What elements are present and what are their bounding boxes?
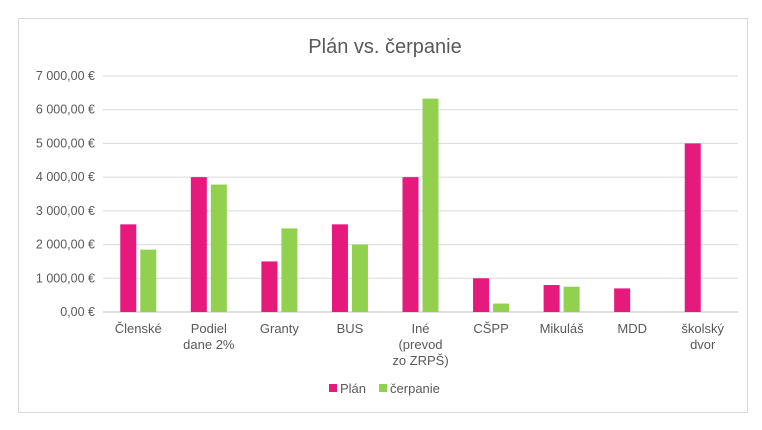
y-tick-label: 2 000,00 € (36, 238, 95, 252)
x-tick-label: Mikuláš (540, 321, 585, 336)
bar-cerpanie (281, 228, 298, 312)
x-tick-label: školský dvor (681, 321, 724, 352)
bar-cerpanie (493, 303, 510, 312)
y-tick-label: 5 000,00 € (36, 136, 95, 150)
x-tick-label: CŠPP (473, 321, 508, 336)
legend-swatch (329, 384, 337, 392)
bar-plan (614, 288, 631, 312)
x-tick-label: Podiel dane 2% (183, 321, 235, 352)
bar-plan (261, 261, 278, 312)
bar-cerpanie (210, 184, 227, 312)
legend: Plán čerpanie (329, 381, 440, 396)
y-tick-label: 7 000,00 € (36, 69, 95, 83)
x-tick-label: Iné (prevod zo ZRPŠ) (392, 321, 448, 368)
bar-plan (684, 143, 701, 312)
y-tick-label: 4 000,00 € (36, 170, 95, 184)
bar-plan (120, 224, 137, 312)
legend-label: čerpanie (390, 381, 440, 396)
y-tick-label: 1 000,00 € (36, 271, 95, 285)
x-axis: Členské Podiel dane 2% Granty BUS Iné (prevod z… (115, 321, 725, 368)
chart-title: Plán vs. čerpanie (308, 36, 461, 58)
bar-cerpanie (351, 244, 368, 312)
bar-cerpanie (563, 286, 580, 312)
x-tick-label: BUS (337, 321, 364, 336)
bar-plan (402, 177, 419, 312)
bar-plan (190, 177, 207, 312)
y-tick-label: 6 000,00 € (36, 103, 95, 117)
bar-cerpanie (422, 98, 439, 313)
gridlines (103, 75, 738, 313)
x-tick-label: Granty (260, 321, 300, 336)
y-axis: 0,00 € 1 000,00 € 2 000,00 € 3 000,00 € 4 00… (36, 69, 95, 319)
bar-plan (331, 224, 348, 312)
bars (120, 98, 701, 313)
legend-swatch (379, 384, 388, 392)
bar-plan (473, 278, 490, 312)
x-tick-label: Členské (115, 321, 162, 336)
bar-cerpanie (140, 249, 157, 312)
x-tick-label: MDD (617, 321, 647, 336)
legend-label: Plán (340, 381, 366, 396)
bar-plan (543, 285, 560, 312)
y-tick-label: 3 000,00 € (36, 204, 95, 218)
y-tick-label: 0,00 € (60, 305, 95, 319)
chart-frame (18, 18, 748, 413)
